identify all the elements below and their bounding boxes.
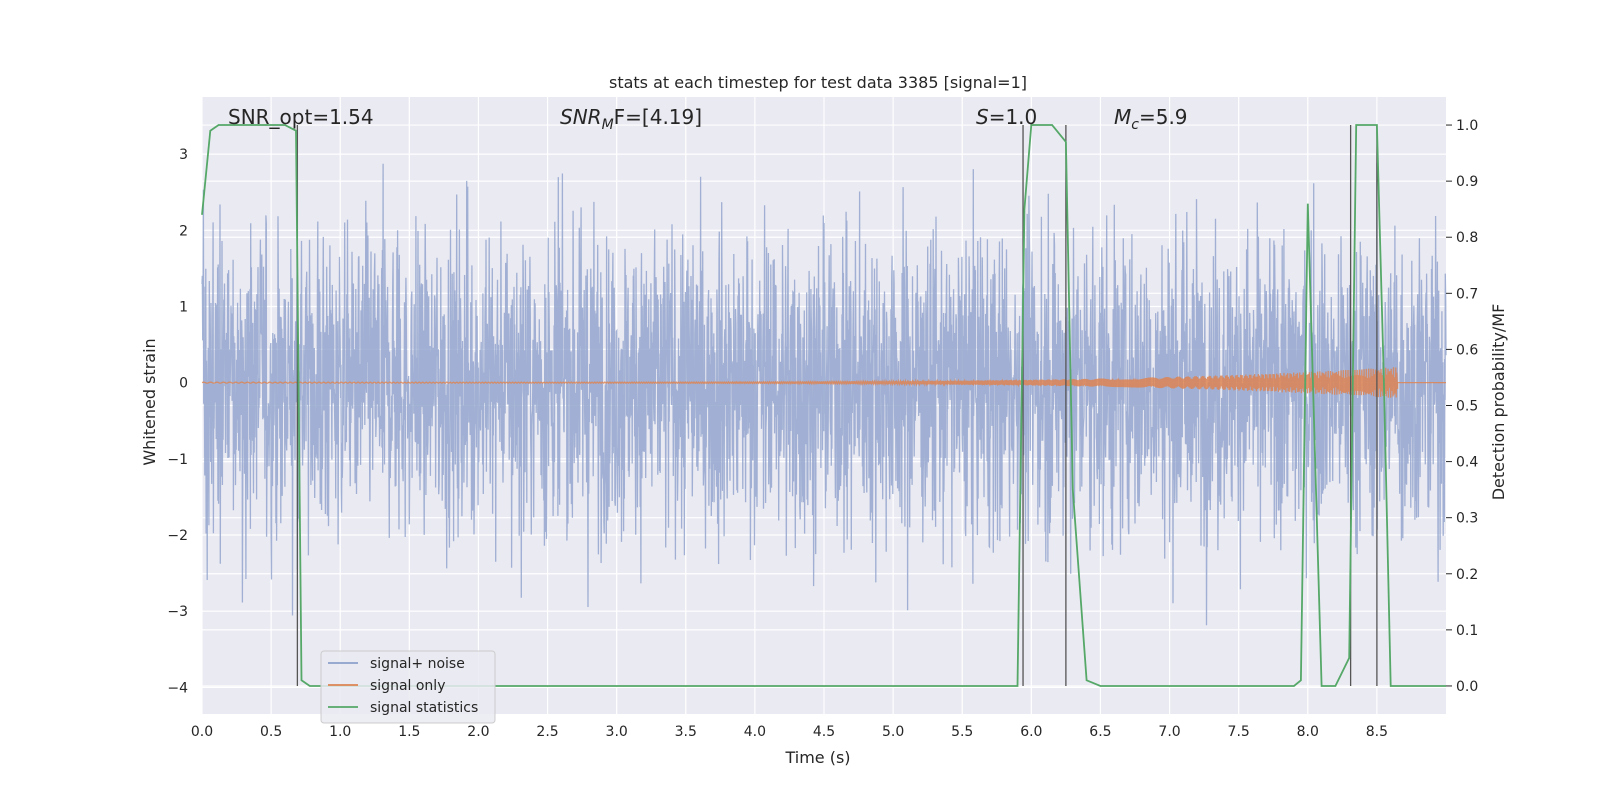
legend-label-signal-only: signal only (370, 678, 445, 694)
series-line-signal-only (201, 367, 1446, 398)
x-tick-label: 2.0 (467, 724, 489, 740)
x-tick-label: 4.0 (744, 724, 766, 740)
y-axis-label: Whitened strain (140, 338, 159, 465)
x-tick-label: 6.0 (1020, 724, 1042, 740)
signal-noise-series (201, 163, 1447, 626)
y-tick-label: −1 (167, 452, 188, 468)
legend-label-signal-statistics: signal statistics (370, 700, 478, 716)
legend-box (320, 650, 496, 724)
chart-title: stats at each timestep for test data 338… (609, 73, 1027, 92)
annotation-snr-mf: SNRMF=[4.19] (560, 105, 702, 133)
y-tick-label: −3 (167, 604, 188, 620)
legend: signal+ noise signal only signal statist… (320, 650, 496, 724)
x-tick-label: 3.5 (675, 724, 697, 740)
y-right-axis-label: Detection probability/MF (1489, 304, 1508, 501)
y-right-tick-label: 0.5 (1456, 399, 1478, 415)
x-tick-label: 4.5 (813, 724, 835, 740)
y-right-tick-label: 0.4 (1456, 455, 1478, 471)
annotation-s: S=1.0 (976, 105, 1037, 129)
series-line-signal-noise (201, 163, 1447, 626)
annotation-mc: Mc=5.9 (1114, 105, 1188, 133)
annotation-snr-opt: SNR_opt=1.54 (228, 105, 374, 129)
x-tick-label: 8.0 (1297, 724, 1319, 740)
y-right-tick-label: 1.0 (1456, 118, 1478, 134)
y-tick-label: −2 (167, 528, 188, 544)
x-tick-label: 0.5 (260, 724, 282, 740)
y-right-tick-label: 0.7 (1456, 286, 1478, 302)
y-tick-label: 0 (179, 376, 188, 392)
x-tick-label: 7.0 (1158, 724, 1180, 740)
y-right-tick-labels: 0.0 0.1 0.2 0.3 0.4 0.5 0.6 0.7 0.8 0.9 1.0 (1446, 118, 1478, 695)
x-tick-labels: 0.0 0.5 1.0 1.5 2.0 2.5 3.0 3.5 4.0 4.5 5.0 5.5 6.0 6… (191, 724, 1388, 740)
x-tick-label: 5.0 (882, 724, 904, 740)
x-tick-label: 1.0 (329, 724, 351, 740)
legend-label-signal-noise: signal+ noise (370, 656, 465, 672)
y-right-tick-label: 0.0 (1456, 679, 1478, 695)
x-tick-label: 6.5 (1089, 724, 1111, 740)
y-tick-label: 2 (179, 223, 188, 239)
y-tick-labels: −4 −3 −2 −1 0 1 2 3 (167, 147, 188, 696)
x-axis-label: Time (s) (784, 748, 850, 767)
y-tick-label: −4 (167, 680, 188, 696)
y-right-tick-label: 0.6 (1456, 342, 1478, 358)
x-tick-label: 1.5 (398, 724, 420, 740)
y-right-tick-label: 0.8 (1456, 230, 1478, 246)
signal-only-series (201, 367, 1446, 398)
x-tick-label: 3.0 (606, 724, 628, 740)
y-right-tick-label: 0.3 (1456, 511, 1478, 527)
y-right-tick-label: 0.1 (1456, 623, 1478, 639)
x-tick-label: 5.5 (951, 724, 973, 740)
x-tick-label: 8.5 (1366, 724, 1388, 740)
x-tick-label: 0.0 (191, 724, 213, 740)
y-right-tick-label: 0.2 (1456, 567, 1478, 583)
y-tick-label: 1 (179, 299, 188, 315)
x-tick-label: 7.5 (1228, 724, 1250, 740)
y-right-tick-label: 0.9 (1456, 174, 1478, 190)
signal-statistics-series (201, 124, 1446, 687)
y-tick-label: 3 (179, 147, 188, 163)
series-line-signal-statistics (201, 124, 1446, 687)
x-tick-label: 2.5 (536, 724, 558, 740)
